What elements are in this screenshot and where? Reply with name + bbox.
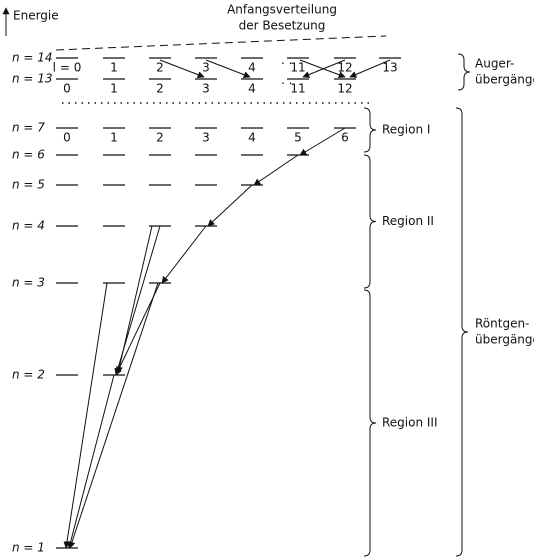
sublevel-label: 1 <box>110 82 118 96</box>
transition-arrow <box>302 59 346 78</box>
sublevel-label: 2 <box>156 131 164 145</box>
transition-arrow <box>299 59 346 79</box>
transition-arrow <box>116 225 153 374</box>
bracket-label: Röntgen- <box>475 317 529 331</box>
bracket-label: Auger- <box>475 57 514 71</box>
sublevel-label: l = 0 <box>53 61 82 75</box>
annotation: Anfangsverteilung <box>227 3 337 17</box>
sublevel-label: 3 <box>202 61 210 75</box>
annotation: der Besetzung <box>239 19 326 33</box>
sublevel-label: 11 <box>290 82 305 96</box>
level-label: n = 3 <box>12 276 45 290</box>
axis-label: Energie <box>13 9 59 23</box>
bracket-label: Region III <box>382 416 438 430</box>
sublevel-label: 4 <box>248 61 256 75</box>
sublevel-label: 0 <box>63 82 71 96</box>
transition-arrow <box>299 127 346 156</box>
sublevel-label: 5 <box>294 131 302 145</box>
sublevel-label: 11 <box>290 61 305 75</box>
bracket-label: übergänge <box>475 333 534 347</box>
level-label: n = 6 <box>12 148 45 162</box>
sublevel-label: 3 <box>202 82 210 96</box>
brace <box>457 53 471 91</box>
sublevel-label: 6 <box>341 131 349 145</box>
level-label: n = 13 <box>12 72 53 86</box>
transition-arrow <box>67 374 115 549</box>
level-label: n = 5 <box>12 178 45 192</box>
initial-distribution <box>55 35 387 51</box>
transition-arrow <box>205 59 251 78</box>
sublevel-label: 13 <box>382 61 397 75</box>
sublevel-label: 0 <box>63 131 71 145</box>
sublevel-label: 2 <box>156 61 164 75</box>
brace <box>363 289 377 557</box>
brace <box>455 107 469 557</box>
sublevel-label: 12 <box>337 82 352 96</box>
bracket-label: Region II <box>382 214 434 228</box>
sublevel-label: 4 <box>248 131 256 145</box>
brace <box>363 154 377 289</box>
sublevel-label: 1 <box>110 61 118 75</box>
level-label: n = 4 <box>12 219 45 233</box>
brace <box>363 107 377 153</box>
level-label: n = 7 <box>12 121 45 135</box>
transition-arrow <box>63 282 108 549</box>
transition-arrow <box>349 59 391 78</box>
dots: · · <box>281 77 292 91</box>
sublevel-label: 3 <box>202 131 210 145</box>
level-label: n = 14 <box>12 51 53 65</box>
level-label: n = 2 <box>12 368 45 382</box>
transition-arrow <box>159 59 205 78</box>
transition-arrow <box>68 282 159 549</box>
sublevel-label: 12 <box>337 61 352 75</box>
level-label: n = 1 <box>12 541 45 555</box>
sublevel-label: 2 <box>156 82 164 96</box>
dots: · · <box>281 57 292 71</box>
sublevel-label: 4 <box>248 82 256 96</box>
bracket-label: übergänge <box>475 73 534 87</box>
transition-arrow <box>207 184 253 227</box>
transition-arrow <box>253 154 299 186</box>
bracket-label: Region I <box>382 123 430 137</box>
transition-arrow <box>161 225 207 284</box>
sublevel-label: 1 <box>110 131 118 145</box>
